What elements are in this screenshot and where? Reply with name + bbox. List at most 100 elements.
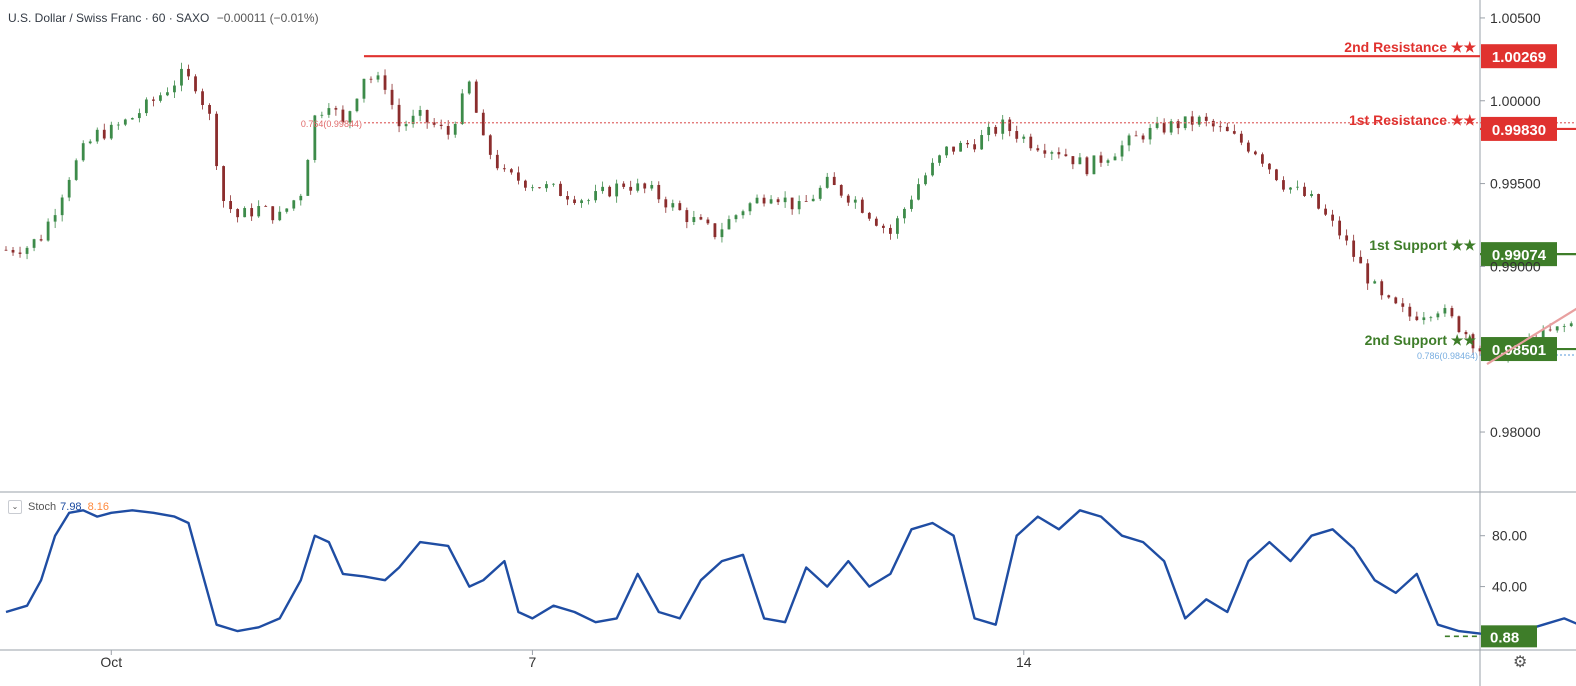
candle-body — [1219, 126, 1222, 127]
candle-body — [489, 135, 492, 155]
candle-body — [103, 130, 106, 139]
stoch-tick-label: 40.00 — [1492, 579, 1527, 595]
candle-body — [903, 209, 906, 218]
candle-body — [622, 184, 625, 187]
candle-body — [257, 206, 260, 216]
candle-body — [145, 99, 148, 113]
candle-body — [1451, 308, 1454, 316]
price-tick-label: 0.99500 — [1490, 176, 1541, 192]
candle-body — [1359, 257, 1362, 263]
candle-body — [931, 163, 934, 176]
candle-body — [1142, 136, 1145, 140]
level-name: 1st Support ★★ — [1369, 237, 1476, 253]
candle-body — [580, 200, 583, 203]
candle-body — [1015, 131, 1018, 139]
candle-body — [54, 215, 57, 221]
candle-body — [1387, 295, 1390, 297]
candle-body — [5, 250, 8, 251]
stoch-k-value: 7.98 — [60, 501, 81, 513]
candle-body — [12, 250, 15, 253]
candle-body — [1064, 154, 1067, 156]
candle-body — [664, 199, 667, 207]
candle-body — [812, 199, 815, 201]
candle-body — [131, 118, 134, 119]
candle-body — [615, 184, 618, 197]
chart-header: U.S. Dollar / Swiss Franc · 60 · SAXO −0… — [8, 11, 319, 25]
candle-body — [299, 196, 302, 200]
candlestick-series — [5, 63, 1576, 363]
candle-body — [938, 155, 941, 163]
candle-body — [1240, 134, 1243, 143]
candle-body — [1549, 330, 1552, 331]
candle-body — [531, 187, 534, 188]
candle-body — [1436, 313, 1439, 317]
candle-body — [1352, 241, 1355, 257]
candle-body — [1247, 143, 1250, 152]
candle-body — [201, 91, 204, 105]
candle-body — [1394, 297, 1397, 303]
candle-body — [952, 147, 955, 152]
candle-body — [545, 184, 548, 188]
candle-body — [1401, 303, 1404, 306]
candle-body — [714, 223, 717, 237]
candle-body — [1043, 150, 1046, 153]
candle-body — [1563, 326, 1566, 327]
candle-body — [370, 79, 373, 80]
candle-body — [447, 126, 450, 135]
candle-body — [594, 191, 597, 200]
candle-body — [945, 147, 948, 156]
symbol-title: U.S. Dollar / Swiss Franc · 60 · SAXO — [8, 11, 209, 25]
stoch-line — [6, 510, 1576, 635]
stoch-value-label: 0.88 — [1490, 629, 1519, 646]
candle-body — [608, 187, 611, 197]
candle-body — [1057, 152, 1060, 154]
candle-body — [159, 95, 162, 101]
candle-body — [1226, 127, 1229, 131]
fib-label: 0.764(0.99844) — [301, 119, 362, 129]
candle-body — [1008, 120, 1011, 131]
candle-body — [1324, 209, 1327, 215]
candle-body — [756, 198, 759, 204]
candle-body — [117, 125, 120, 126]
candle-body — [510, 169, 513, 172]
candle-body — [875, 219, 878, 226]
candle-body — [1029, 137, 1032, 149]
candle-body — [138, 113, 141, 118]
candle-body — [1100, 155, 1103, 162]
candle-body — [728, 219, 731, 229]
candle-body — [229, 201, 232, 209]
fib-label: 0.786(0.98464) — [1417, 351, 1478, 361]
candle-body — [552, 184, 555, 185]
collapse-toggle[interactable]: ⌄ — [8, 500, 22, 514]
candle-body — [75, 160, 78, 180]
level-name: 1st Resistance ★★ — [1349, 112, 1476, 128]
time-tick-label: 14 — [1016, 654, 1032, 670]
candle-body — [1331, 215, 1334, 221]
price-change: −0.00011 (−0.01%) — [217, 11, 319, 25]
level-name: 2nd Support ★★ — [1365, 332, 1477, 348]
candle-body — [250, 208, 253, 216]
candle-body — [735, 215, 738, 219]
candle-body — [391, 90, 394, 105]
candle-body — [236, 209, 239, 217]
candle-body — [426, 110, 429, 122]
candle-body — [1345, 235, 1348, 240]
candle-body — [1254, 152, 1257, 155]
candle-body — [643, 183, 646, 188]
candle-body — [636, 183, 639, 190]
candle-body — [910, 200, 913, 209]
candle-body — [194, 76, 197, 91]
candle-body — [1338, 221, 1341, 236]
candle-body — [707, 220, 710, 224]
candle-body — [1296, 187, 1299, 188]
candle-body — [896, 218, 899, 234]
candle-body — [678, 203, 681, 210]
candle-body — [384, 75, 387, 89]
price-tick-label: 1.00000 — [1490, 93, 1541, 109]
candle-body — [699, 217, 702, 220]
candle-body — [840, 185, 843, 196]
candle-body — [1380, 281, 1383, 295]
gear-icon[interactable]: ⚙ — [1513, 652, 1527, 672]
candle-body — [243, 208, 246, 217]
candle-body — [777, 199, 780, 202]
